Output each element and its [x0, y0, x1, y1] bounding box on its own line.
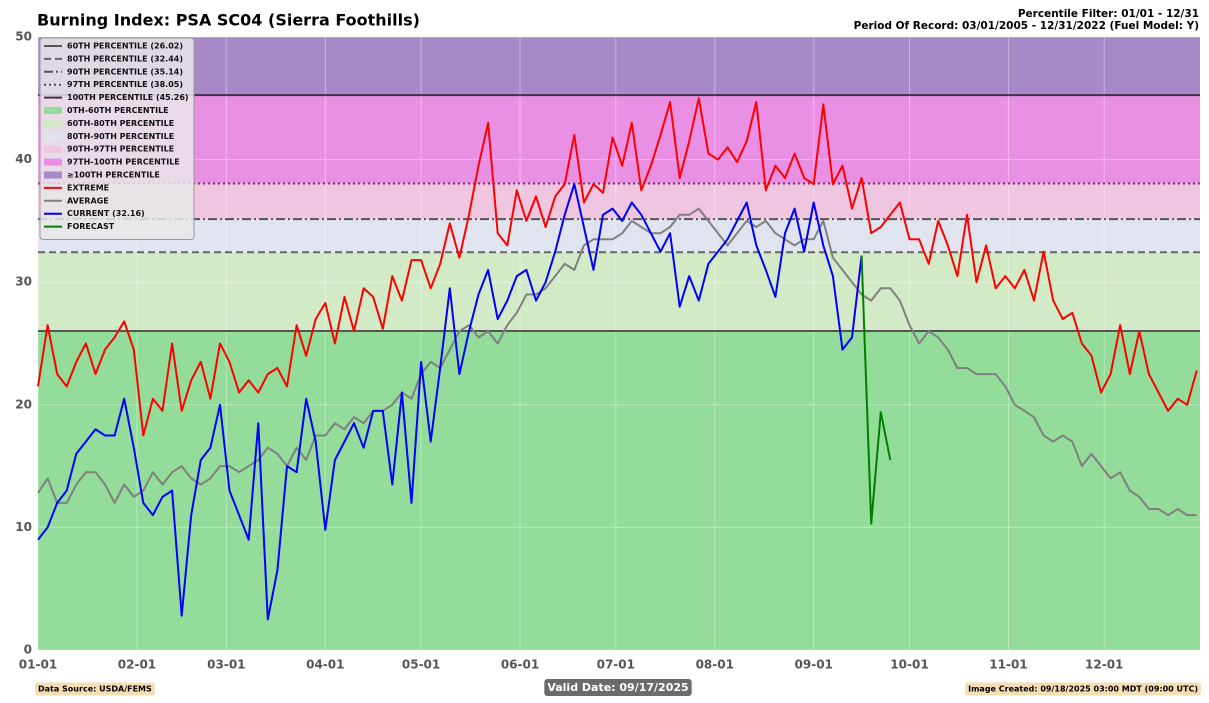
footer-box [965, 682, 1201, 696]
footer-created: Image Created: 09/18/2025 03:00 MDT (09:… [968, 685, 1198, 694]
percentile-band [38, 95, 1200, 184]
x-tick-label: 03-01 [207, 658, 245, 672]
y-tick-label: 20 [15, 397, 32, 411]
y-tick-label: 30 [15, 275, 32, 289]
series-line [37, 207, 1197, 517]
chart-title: Burning Index: PSA SC04 (Sierra Foothill… [37, 11, 420, 30]
legend-label: EXTREME [67, 183, 109, 192]
percentile-band [38, 330, 1200, 650]
x-tick-label: 09-01 [795, 658, 833, 672]
legend-label: 90TH-97TH PERCENTILE [67, 145, 174, 154]
footer-box [35, 682, 155, 696]
header-note: Period Of Record: 03/01/2005 - 12/31/202… [854, 20, 1199, 32]
legend-swatch [44, 107, 62, 114]
x-tick-label: 11-01 [989, 658, 1027, 672]
footer-source: Data Source: USDA/FEMS [38, 685, 152, 694]
y-tick-label: 10 [15, 520, 32, 534]
footer-valid-date: Valid Date: 09/17/2025 [547, 681, 688, 694]
legend-label: 80TH PERCENTILE (32.44) [67, 54, 183, 63]
legend-swatch [44, 132, 62, 140]
legend-label: AVERAGE [67, 196, 109, 205]
x-tick-label: 10-01 [890, 658, 928, 672]
legend-label: 97TH PERCENTILE (38.05) [67, 80, 183, 89]
legend-label: 80TH-90TH PERCENTILE [67, 132, 174, 141]
legend-swatch [44, 145, 62, 153]
percentile-band [38, 252, 1200, 331]
legend-label: ≥100TH PERCENTILE [67, 171, 160, 180]
x-tick-label: 08-01 [696, 658, 734, 672]
y-tick-label: 0 [24, 643, 32, 657]
legend-label: 60TH PERCENTILE (26.02) [67, 42, 183, 51]
x-tick-label: 02-01 [118, 658, 156, 672]
y-tick-label: 50 [15, 30, 32, 44]
series-line [860, 255, 892, 525]
x-tick-label: 05-01 [402, 658, 440, 672]
legend-box [39, 37, 195, 240]
percentile-band [38, 37, 1200, 96]
legend-label: 0TH-60TH PERCENTILE [67, 106, 169, 115]
legend-label: 100TH PERCENTILE (45.26) [67, 93, 189, 102]
legend-swatch [44, 171, 62, 179]
legend-label: FORECAST [67, 222, 115, 231]
legend-label: 97TH-100TH PERCENTILE [67, 158, 180, 167]
x-tick-label: 01-01 [19, 658, 57, 672]
series-line [37, 183, 863, 621]
legend-label: CURRENT (32.16) [67, 209, 145, 218]
legend-swatch [44, 158, 62, 166]
legend-swatch [44, 119, 62, 127]
x-tick-label: 12-01 [1085, 658, 1123, 672]
footer-box [544, 679, 692, 696]
x-tick-label: 07-01 [597, 658, 635, 672]
y-tick-label: 40 [15, 152, 32, 166]
x-tick-label: 04-01 [306, 658, 344, 672]
header-note: Percentile Filter: 01/01 - 12/31 [1018, 8, 1199, 20]
percentile-band [38, 183, 1200, 220]
legend-label: 90TH PERCENTILE (35.14) [67, 67, 183, 76]
legend-label: 60TH-80TH PERCENTILE [67, 119, 174, 128]
x-tick-label: 06-01 [501, 658, 539, 672]
series-line [37, 97, 1198, 437]
